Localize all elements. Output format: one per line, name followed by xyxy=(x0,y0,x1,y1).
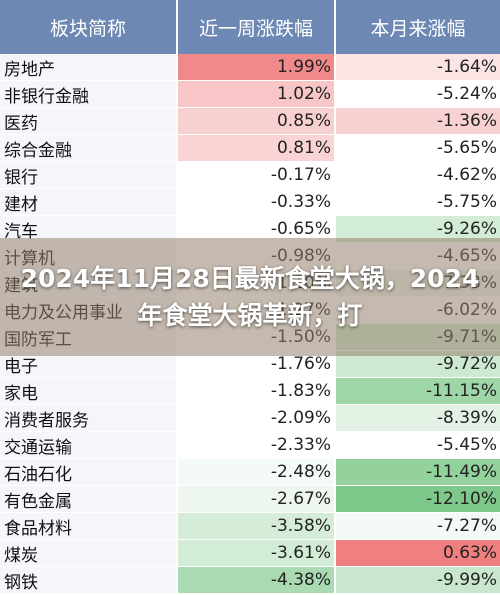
month-change-value: -5.65% xyxy=(336,135,500,161)
week-change-value: -1.83% xyxy=(178,378,336,404)
week-change-value: 1.02% xyxy=(178,81,336,107)
table-row[interactable]: 家电 -1.83% -11.15% xyxy=(0,378,500,405)
month-change-value: -1.64% xyxy=(336,54,500,80)
sector-name: 综合金融 xyxy=(0,135,178,161)
month-change-value: -12.10% xyxy=(336,486,500,512)
table-row[interactable]: 非银行金融 1.02% -5.24% xyxy=(0,81,500,108)
table-row[interactable]: 银行 -0.17% -4.62% xyxy=(0,162,500,189)
week-change-value: -0.65% xyxy=(178,216,336,242)
month-change-value: -5.75% xyxy=(336,189,500,215)
month-change-value: -8.39% xyxy=(336,405,500,431)
table-row[interactable]: 石油石化 -2.48% -11.49% xyxy=(0,459,500,486)
sector-name: 银行 xyxy=(0,162,178,188)
month-change-value: -5.45% xyxy=(336,432,500,458)
table-row[interactable]: 建材 -0.33% -5.75% xyxy=(0,189,500,216)
table-row[interactable]: 钢铁 -4.38% -9.99% xyxy=(0,567,500,594)
week-change-value: -2.67% xyxy=(178,486,336,512)
table-row[interactable]: 房地产 1.99% -1.64% xyxy=(0,54,500,81)
month-change-value: -1.36% xyxy=(336,108,500,134)
table-row[interactable]: 医药 0.85% -1.36% xyxy=(0,108,500,135)
week-change-value: -0.17% xyxy=(178,162,336,188)
week-change-value: -4.38% xyxy=(178,567,336,593)
week-change-value: -2.48% xyxy=(178,459,336,485)
article-title-banner[interactable]: 2024年11月28日最新食堂大锅，2024年食堂大锅革新，打 xyxy=(0,238,500,356)
table-row[interactable]: 食品材料 -3.58% -7.27% xyxy=(0,513,500,540)
week-change-value: -3.61% xyxy=(178,540,336,566)
table-row[interactable]: 交通运输 -2.33% -5.45% xyxy=(0,432,500,459)
table-row[interactable]: 消费者服务 -2.09% -8.39% xyxy=(0,405,500,432)
sector-name: 汽车 xyxy=(0,216,178,242)
table-row[interactable]: 煤炭 -3.61% 0.63% xyxy=(0,540,500,567)
table-row[interactable]: 汽车 -0.65% -9.26% xyxy=(0,216,500,243)
sector-name: 非银行金融 xyxy=(0,81,178,107)
week-change-value: 0.85% xyxy=(178,108,336,134)
table-row[interactable]: 有色金属 -2.67% -12.10% xyxy=(0,486,500,513)
sector-name: 交通运输 xyxy=(0,432,178,458)
sector-name: 消费者服务 xyxy=(0,405,178,431)
sector-name: 钢铁 xyxy=(0,567,178,593)
sector-name: 食品材料 xyxy=(0,513,178,539)
month-change-value: -4.62% xyxy=(336,162,500,188)
month-change-value: -9.99% xyxy=(336,567,500,593)
week-change-value: -0.33% xyxy=(178,189,336,215)
sector-name: 医药 xyxy=(0,108,178,134)
month-change-value: 0.63% xyxy=(336,540,500,566)
month-change-value: -11.15% xyxy=(336,378,500,404)
sector-name: 有色金属 xyxy=(0,486,178,512)
header-month-change[interactable]: 本月来涨幅 xyxy=(370,17,466,40)
header-sector-name[interactable]: 板块简称 xyxy=(0,0,178,54)
sector-name: 石油石化 xyxy=(0,459,178,485)
week-change-value: -3.58% xyxy=(178,513,336,539)
sector-name: 建材 xyxy=(0,189,178,215)
sector-name: 房地产 xyxy=(0,54,178,80)
week-change-value: 1.99% xyxy=(178,54,336,80)
table-row[interactable]: 综合金融 0.81% -5.65% xyxy=(0,135,500,162)
month-change-value: -7.27% xyxy=(336,513,500,539)
month-change-value: -5.24% xyxy=(336,81,500,107)
sector-name: 煤炭 xyxy=(0,540,178,566)
table-header: 板块简称 近一周涨跌幅 本月来涨幅 xyxy=(0,0,500,54)
month-change-value: -11.49% xyxy=(336,459,500,485)
week-change-value: 0.81% xyxy=(178,135,336,161)
header-week-change[interactable]: 近一周涨跌幅 xyxy=(178,0,336,54)
week-change-value: -2.33% xyxy=(178,432,336,458)
week-change-value: -2.09% xyxy=(178,405,336,431)
sector-name: 家电 xyxy=(0,378,178,404)
article-title[interactable]: 2024年11月28日最新食堂大锅，2024年食堂大锅革新，打 xyxy=(20,264,480,330)
month-change-value: -9.26% xyxy=(336,216,500,242)
